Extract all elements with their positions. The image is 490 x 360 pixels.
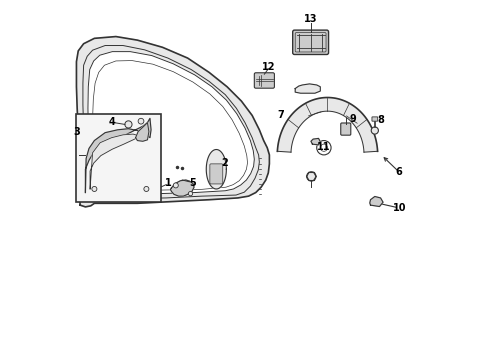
Circle shape — [173, 183, 178, 188]
Text: 4: 4 — [108, 117, 115, 127]
Circle shape — [307, 172, 316, 181]
Polygon shape — [88, 51, 254, 194]
Polygon shape — [370, 197, 383, 207]
Polygon shape — [93, 60, 247, 191]
Text: 13: 13 — [304, 14, 318, 24]
Text: 9: 9 — [349, 114, 356, 124]
Polygon shape — [206, 149, 226, 189]
Text: 10: 10 — [392, 203, 406, 213]
FancyBboxPatch shape — [76, 114, 161, 202]
Text: 12: 12 — [262, 62, 275, 72]
Text: 11: 11 — [317, 142, 331, 152]
FancyBboxPatch shape — [372, 117, 378, 121]
Text: 5: 5 — [190, 178, 196, 188]
Circle shape — [125, 121, 132, 128]
Polygon shape — [90, 128, 147, 189]
Text: 2: 2 — [221, 158, 228, 168]
Circle shape — [144, 186, 149, 192]
Circle shape — [92, 186, 97, 192]
Polygon shape — [136, 123, 149, 141]
Polygon shape — [171, 180, 194, 196]
Polygon shape — [76, 37, 270, 207]
FancyBboxPatch shape — [210, 164, 223, 184]
Polygon shape — [277, 98, 378, 152]
Text: 6: 6 — [396, 167, 403, 177]
FancyBboxPatch shape — [341, 123, 351, 135]
FancyBboxPatch shape — [293, 30, 329, 54]
Text: 8: 8 — [378, 115, 385, 125]
Polygon shape — [85, 118, 151, 193]
Polygon shape — [311, 138, 320, 145]
Circle shape — [138, 118, 144, 124]
Text: 7: 7 — [277, 110, 284, 120]
Text: 3: 3 — [74, 127, 80, 136]
Circle shape — [371, 127, 378, 134]
FancyBboxPatch shape — [254, 73, 274, 88]
Polygon shape — [295, 84, 320, 93]
Circle shape — [188, 192, 193, 196]
Text: 1: 1 — [165, 178, 172, 188]
